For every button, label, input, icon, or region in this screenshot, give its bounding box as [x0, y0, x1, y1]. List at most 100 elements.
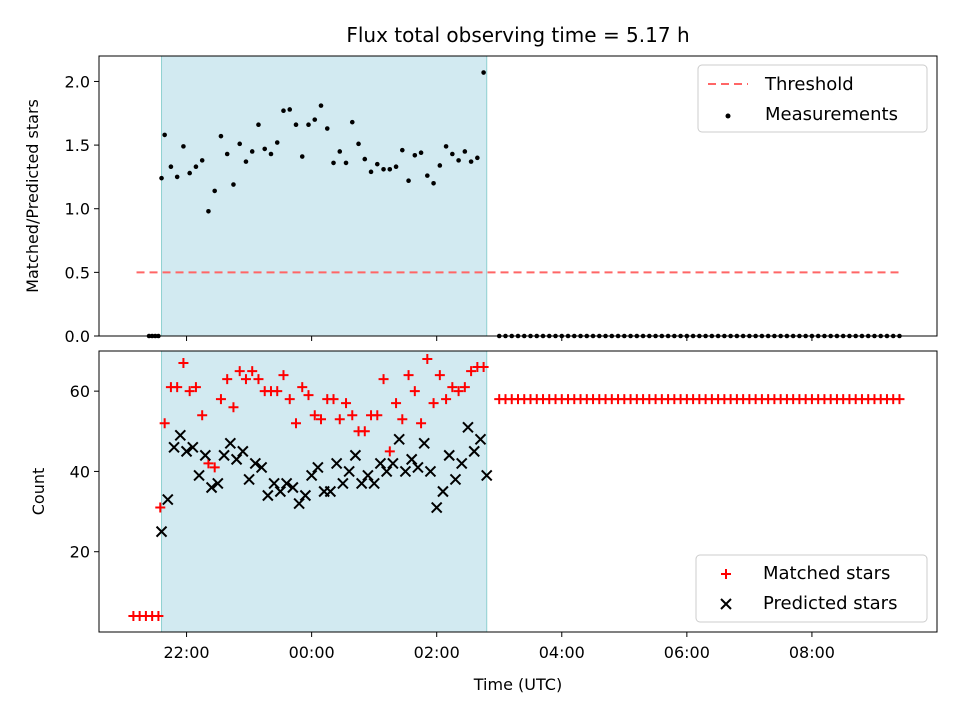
- matched-star-point: [894, 394, 905, 405]
- y-tick-label: 0.0: [65, 327, 90, 346]
- matched-star-point: [347, 410, 358, 421]
- predicted-star-point: [162, 493, 174, 506]
- top-axes-frame: [98, 55, 938, 337]
- x-tick-label: 22:00: [163, 643, 209, 662]
- predicted-star-point: [305, 469, 318, 482]
- matched-star-point: [155, 502, 166, 513]
- bottom-axes-frame: [98, 350, 938, 633]
- matched-star-point: [397, 414, 408, 425]
- matched-star-point: [384, 446, 395, 457]
- measurement-point: [181, 144, 186, 149]
- matched-star-point: [228, 402, 239, 413]
- matched-star-point: [197, 410, 208, 421]
- matched-star-point: [341, 398, 352, 409]
- matched-star-point: [422, 354, 433, 365]
- measurement-point: [312, 117, 318, 122]
- predicted-star-point: [481, 469, 493, 482]
- y-tick-label: 60: [70, 382, 90, 401]
- matched-star-point: [215, 394, 226, 405]
- matched-star-point: [359, 426, 370, 437]
- predicted-star-point: [368, 477, 380, 490]
- measurement-point: [237, 141, 243, 147]
- predicted-star-point: [362, 469, 374, 482]
- matched-star-point: [184, 386, 195, 397]
- measurement-point: [381, 166, 386, 172]
- measurement-point: [468, 159, 474, 164]
- predicted-star-point: [405, 453, 418, 466]
- measurement-point: [212, 188, 217, 194]
- y-tick-label: 2.0: [65, 72, 90, 91]
- predicted-star-point: [468, 445, 480, 458]
- x-tick-label: 04:00: [539, 643, 585, 662]
- matched-star-point: [372, 410, 383, 421]
- predicted-star-point: [343, 465, 355, 478]
- predicted-star-point: [243, 473, 255, 486]
- predicted-star-point: [349, 449, 362, 462]
- chart-title: Flux total observing time = 5.17 h: [346, 23, 689, 47]
- predicted-star-point: [230, 453, 243, 466]
- x-tick-label: 00:00: [289, 643, 335, 662]
- predicted-star-point: [205, 481, 218, 494]
- predicted-star-point: [430, 501, 443, 514]
- matched-star-point: [478, 362, 489, 373]
- predicted-star-point: [174, 429, 187, 442]
- predicted-star-point: [449, 473, 462, 486]
- measurement-point: [368, 169, 374, 175]
- predicted-star-point: [299, 489, 312, 502]
- measurement-point: [199, 158, 205, 163]
- predicted-star-point: [249, 457, 262, 470]
- matched-star-point: [172, 382, 183, 393]
- matched-star-point: [240, 374, 251, 385]
- matched-star-point: [378, 374, 389, 385]
- top-shaded-interval: [161, 55, 488, 337]
- bottom-y-axis-label: Count: [29, 468, 48, 516]
- measurement-points: [146, 70, 902, 339]
- measurement-point: [431, 180, 436, 186]
- measurement-point: [387, 166, 393, 172]
- predicted-star-point: [418, 437, 430, 450]
- matched-star-point: [459, 382, 470, 393]
- matched-star-point: [316, 414, 327, 425]
- measurement-point: [374, 161, 380, 167]
- measurement-point: [193, 164, 199, 170]
- measurement-point: [174, 174, 180, 180]
- measurement-point: [400, 147, 405, 153]
- measurement-point: [206, 208, 211, 214]
- measurement-point: [243, 159, 249, 164]
- predicted-star-point: [280, 477, 293, 490]
- matched-star-point: [409, 386, 420, 397]
- predicted-star-point: [474, 433, 487, 446]
- x-axis-label: Time (UTC): [473, 675, 562, 694]
- measurement-point: [450, 151, 455, 157]
- predicted-star-point: [443, 449, 455, 462]
- top-panel: 0.0 0.5 1.0 1.5 2.0 Flux total observing tim…: [23, 23, 938, 346]
- bottom-y-ticks: 20 40 60: [70, 382, 99, 562]
- matched-star-point: [334, 414, 345, 425]
- measurement-point: [274, 140, 280, 145]
- predicted-star-point: [456, 457, 468, 470]
- predicted-star-point: [180, 445, 193, 458]
- matched-star-point: [278, 370, 289, 381]
- bottom-legend: Matched stars Predicted stars: [695, 554, 928, 623]
- predicted-star-point: [393, 433, 405, 446]
- measurement-point: [268, 151, 274, 157]
- measurement-point: [324, 126, 330, 131]
- predicted-star-point: [224, 437, 237, 450]
- predicted-star-point: [168, 441, 180, 454]
- measurement-point: [162, 132, 167, 138]
- matched-star-point: [428, 398, 439, 409]
- predicted-star-point: [218, 449, 230, 462]
- legend-threshold-label: Threshold: [764, 74, 854, 95]
- predicted-star-point: [462, 421, 474, 433]
- measurement-point: [337, 149, 343, 154]
- matched-star-point: [190, 382, 201, 393]
- bottom-x-ticks: 22:00 00:00 02:00 04:00 06:00 08:00: [163, 632, 835, 662]
- measurement-point: [425, 173, 430, 178]
- top-y-ticks: 0.0 0.5 1.0 1.5 2.0: [65, 72, 99, 346]
- matched-star-point: [247, 366, 258, 377]
- legend-predicted-label: Predicted stars: [763, 593, 897, 614]
- legend-matched-swatch: [721, 569, 731, 579]
- measurement-point: [362, 156, 368, 162]
- matched-star-point: [178, 358, 189, 369]
- measurement-point: [331, 160, 336, 166]
